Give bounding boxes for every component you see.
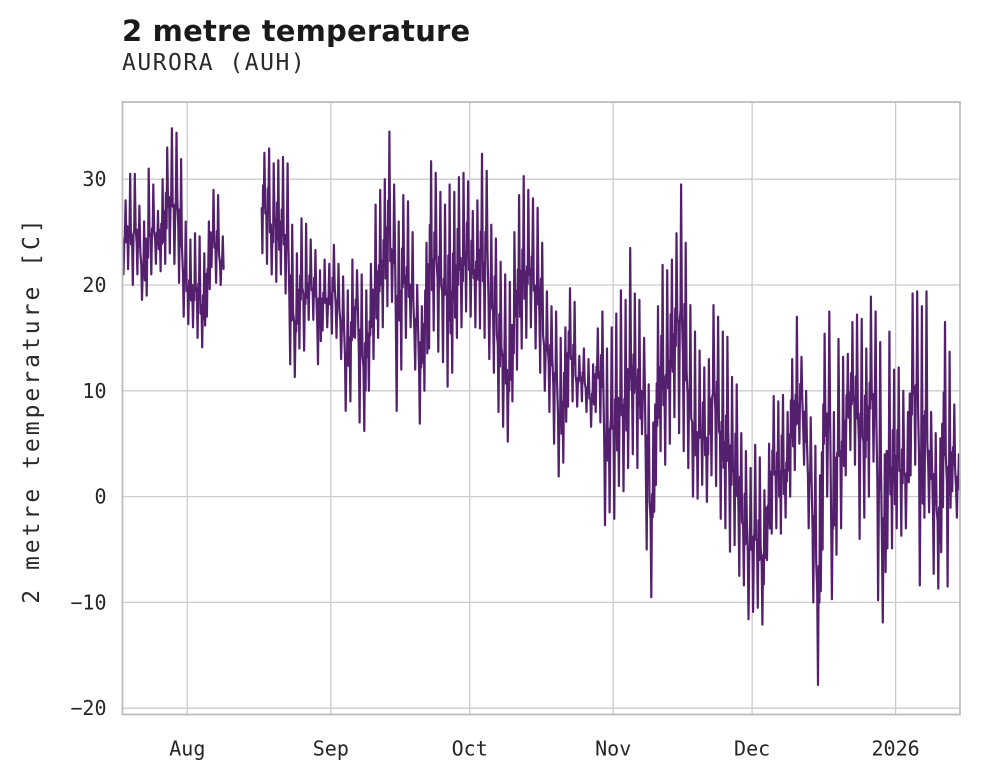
- x-tick-label: Sep: [313, 737, 349, 761]
- x-tick-label: Oct: [452, 737, 488, 761]
- temperature-line: [121, 127, 961, 686]
- y-tick-label: 0: [94, 485, 106, 509]
- chart-subtitle: AURORA (AUH): [122, 50, 307, 76]
- y-tick-labels: 30 20 10 0 −10 −20: [70, 167, 106, 720]
- gridlines: [122, 102, 960, 715]
- y-tick-label: −20: [70, 696, 106, 720]
- y-tick-label: −10: [70, 590, 106, 614]
- x-tick-label: 2026: [872, 737, 920, 761]
- x-tick-label: Dec: [734, 737, 770, 761]
- x-tick-label: Aug: [169, 737, 205, 761]
- chart-title: 2 metre temperature: [122, 14, 471, 48]
- y-tick-label: 20: [82, 273, 106, 297]
- plot-border: [121, 101, 961, 716]
- y-tick-label: 30: [82, 167, 106, 191]
- x-tick-labels: Aug Sep Oct Nov Dec 2026: [169, 737, 919, 761]
- y-tick-label: 10: [82, 379, 106, 403]
- x-tick-label: Nov: [595, 737, 631, 761]
